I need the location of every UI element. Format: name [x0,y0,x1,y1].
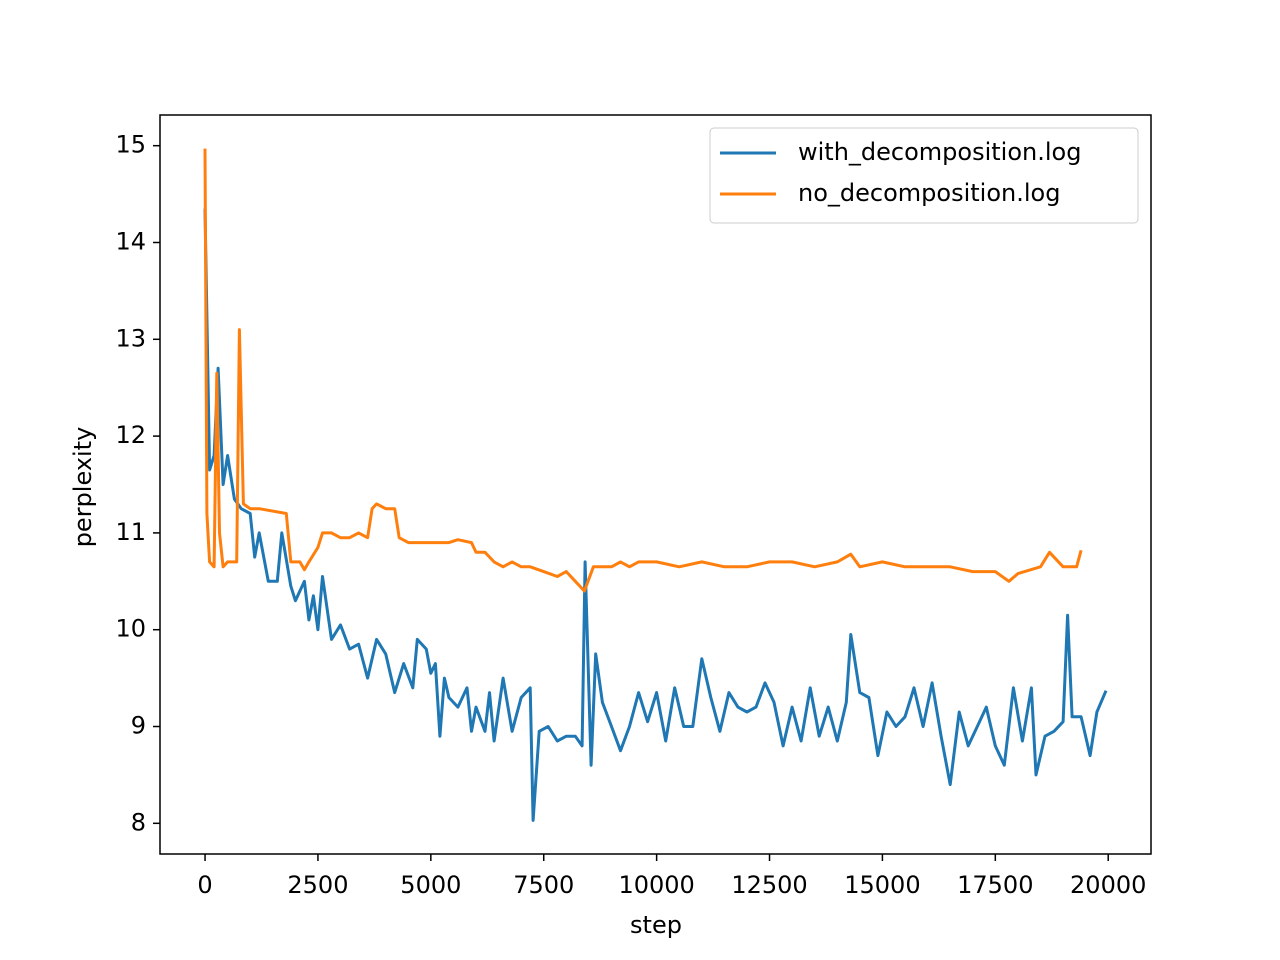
line-series [203,208,1108,822]
legend-box [709,127,1139,224]
line-series [203,148,1083,593]
x-tick-label: 15000 [844,871,920,899]
x-tick-label: 7500 [513,871,574,899]
y-tick-label: 15 [115,131,146,159]
y-tick-label: 12 [115,421,146,449]
x-tick-label: 2500 [287,871,348,899]
x-tick-label: 0 [197,871,212,899]
y-tick-label: 9 [131,712,146,740]
y-axis-label: perplexity [69,427,97,548]
x-tick-label: 10000 [618,871,694,899]
x-tick-label: 12500 [731,871,807,899]
y-tick-label: 11 [115,518,146,546]
y-tick-label: 8 [131,808,146,836]
x-tick-label: 20000 [1070,871,1146,899]
x-tick-label: 17500 [957,871,1033,899]
x-axis-label: step [630,911,682,939]
y-tick-label: 13 [115,324,146,352]
legend-label: no_decomposition.log [798,179,1060,207]
legend-label: with_decomposition.log [798,138,1081,166]
y-tick-label: 14 [115,227,146,255]
plot-frame [159,114,1152,855]
x-tick-label: 5000 [400,871,461,899]
y-tick-label: 10 [115,615,146,643]
